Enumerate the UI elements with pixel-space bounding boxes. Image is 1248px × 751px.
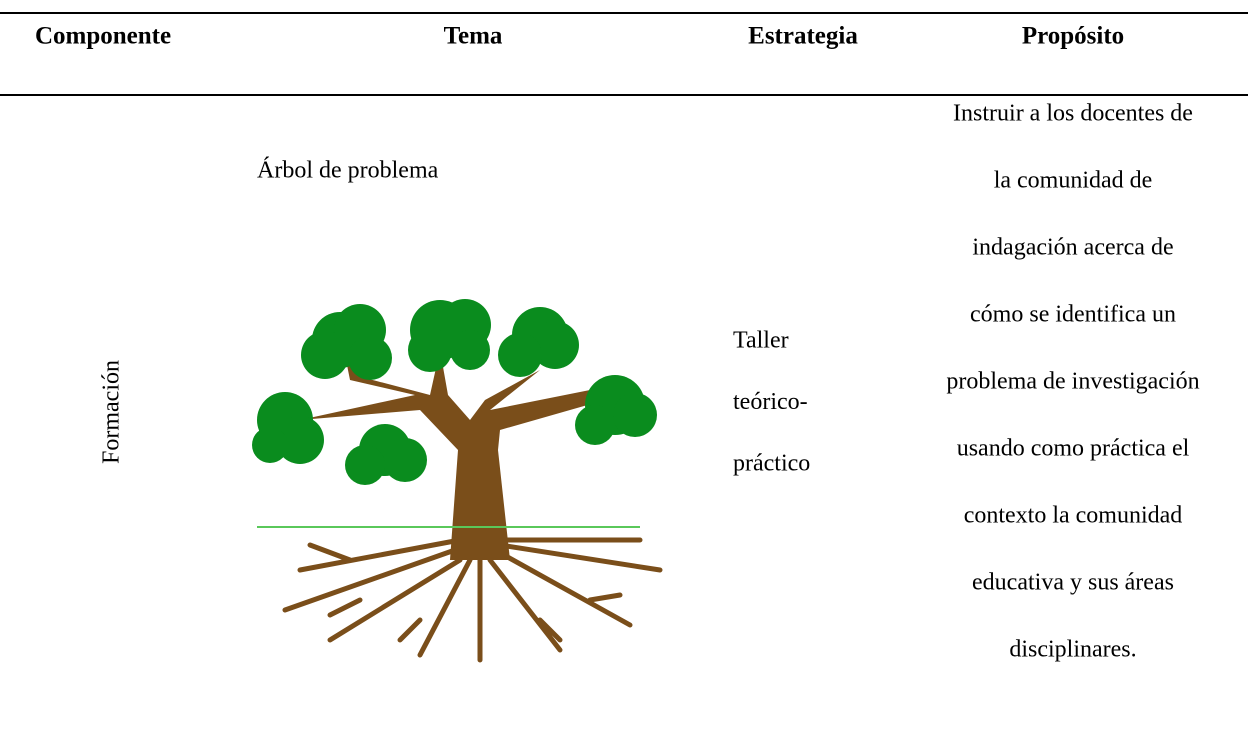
component-cell: Formación (99, 360, 125, 464)
header-cell: Tema (444, 23, 503, 50)
header-cell: Componente (35, 23, 171, 50)
header-cell: Estrategia (748, 23, 858, 50)
purpose-line: indagación acerca de (972, 235, 1173, 261)
purpose-line: usando como práctica el (957, 436, 1190, 462)
tree-trunk (300, 350, 640, 560)
purpose-line: contexto la comunidad (964, 503, 1183, 529)
strategy-line: práctico (733, 451, 810, 477)
strategy-line: teórico- (733, 389, 808, 415)
strategy-cell: Taller teórico-práctico (733, 328, 810, 477)
header-cell: Propósito (1022, 23, 1124, 50)
tree-illustration (252, 299, 663, 663)
purpose-line: disciplinares. (1009, 637, 1136, 663)
purpose-line: problema de investigación (946, 369, 1199, 395)
strategy-line: Taller (733, 328, 789, 354)
topic-cell: Árbol de problema (257, 158, 439, 184)
purpose-line: educativa y sus áreas (972, 570, 1174, 596)
purpose-line: Instruir a los docentes de (953, 101, 1193, 127)
purpose-line: la comunidad de (994, 168, 1153, 194)
purpose-line: cómo se identifica un (970, 302, 1176, 328)
purpose-cell: Instruir a los docentes de la comunidad d… (946, 101, 1199, 663)
